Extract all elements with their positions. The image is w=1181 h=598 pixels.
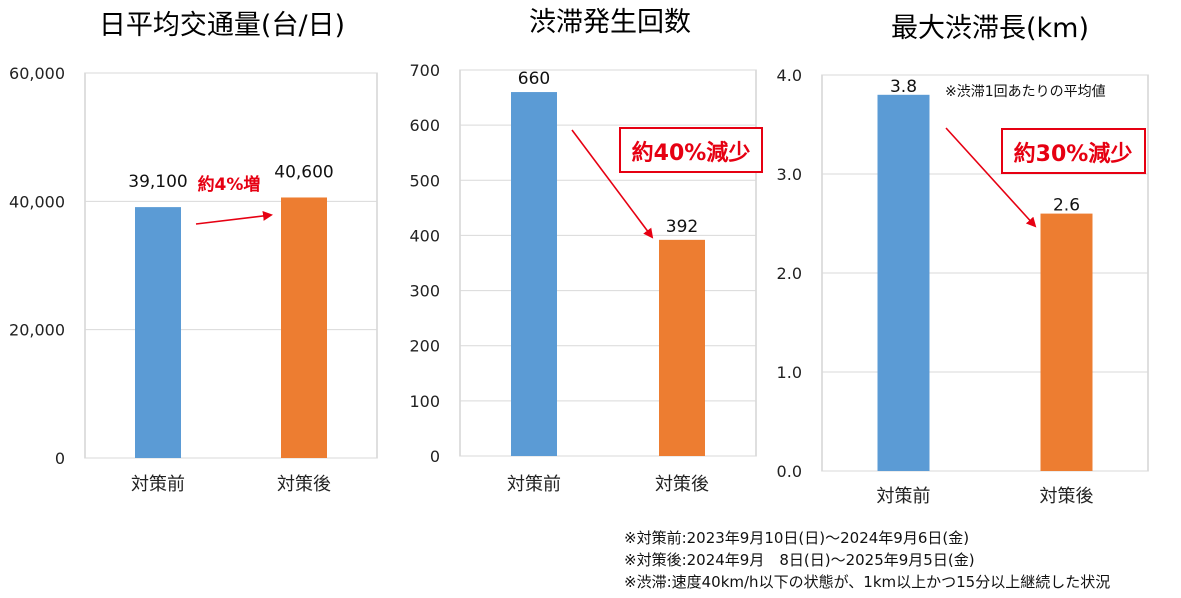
y-tick-label: 700 xyxy=(409,61,440,80)
change-annotation-box xyxy=(1001,128,1146,174)
change-arrow xyxy=(945,127,1037,228)
charts-layer: 日平均交通量(台/日) 0 20,000 40,000 60,000 39,100 対策前 4… xyxy=(9,7,1149,507)
chart-title: 渋滞発生回数 xyxy=(529,7,691,38)
y-tick-label: 0.0 xyxy=(777,462,802,481)
change-annotation-box xyxy=(619,127,763,173)
x-category-label: 対策後 xyxy=(1040,486,1094,507)
plot-frame xyxy=(84,72,378,459)
bar-before xyxy=(511,92,557,457)
data-label: 2.6 xyxy=(1053,196,1080,216)
y-tick-label: 500 xyxy=(409,171,440,190)
chart-3: 最大渋滞長(km) 0.0 1.0 2.0 3.0 4.0 3.8 対策前 2.6 対策後 ※渋滞1… xyxy=(777,13,1149,507)
x-category-label: 対策後 xyxy=(277,474,331,495)
change-arrow xyxy=(571,129,654,239)
x-category-label: 対策前 xyxy=(507,474,561,495)
x-category-label: 対策前 xyxy=(877,486,931,507)
footnotes: ※対策前:2023年9月10日(日)～2024年9月6日(金) ※対策後:202… xyxy=(624,529,1110,591)
footnote-congestion-definition: ※渋滞:速度40km/h以下の状態が、1km以上かつ15分以上継続した状況 xyxy=(624,573,1110,591)
change-annotation: 約30%減少 xyxy=(1014,141,1133,167)
bar-before xyxy=(877,94,930,472)
bar-after xyxy=(659,239,705,456)
change-annotation: 約4%増 xyxy=(198,174,261,195)
y-tick-label: 0 xyxy=(430,447,440,466)
y-tick-label: 40,000 xyxy=(9,192,65,211)
footnote-after-period: ※対策後:2024年9月 8日(日)～2025年9月5日(金) xyxy=(624,551,975,569)
y-tick-label: 60,000 xyxy=(9,64,65,83)
chart-1: 日平均交通量(台/日) 0 20,000 40,000 60,000 39,100 対策前 4… xyxy=(9,10,378,495)
change-annotation: 約40%減少 xyxy=(632,140,751,166)
footnote-before-period: ※対策前:2023年9月10日(日)～2024年9月6日(金) xyxy=(624,529,969,547)
y-tick-label: 0 xyxy=(55,449,65,468)
change-arrow xyxy=(195,210,273,225)
bar-after xyxy=(1040,213,1093,471)
x-category-label: 対策前 xyxy=(131,474,185,495)
y-tick-label: 4.0 xyxy=(777,66,802,85)
y-tick-label: 1.0 xyxy=(777,363,802,382)
chart-2: 渋滞発生回数 0 100 200 300 400 500 600 700 660 対策前 392 対策後… xyxy=(409,7,763,495)
data-label: 3.8 xyxy=(890,77,917,97)
y-tick-label: 100 xyxy=(409,392,440,411)
y-tick-label: 300 xyxy=(409,282,440,301)
chart-title: 日平均交通量(台/日) xyxy=(99,10,345,41)
bar-after xyxy=(281,197,327,458)
y-tick-label: 600 xyxy=(409,116,440,135)
data-label: 40,600 xyxy=(274,162,333,182)
chart-note: ※渋滞1回あたりの平均値 xyxy=(945,84,1106,100)
y-tick-label: 2.0 xyxy=(777,264,802,283)
bar-before xyxy=(135,207,181,458)
y-tick-label: 20,000 xyxy=(9,321,65,340)
data-label: 660 xyxy=(518,69,550,89)
y-tick-label: 3.0 xyxy=(777,165,802,184)
x-category-label: 対策後 xyxy=(655,474,709,495)
chart-title: 最大渋滞長(km) xyxy=(891,13,1089,44)
data-label: 39,100 xyxy=(128,172,187,192)
data-label: 392 xyxy=(666,217,698,237)
y-tick-label: 400 xyxy=(409,226,440,245)
y-tick-label: 200 xyxy=(409,337,440,356)
